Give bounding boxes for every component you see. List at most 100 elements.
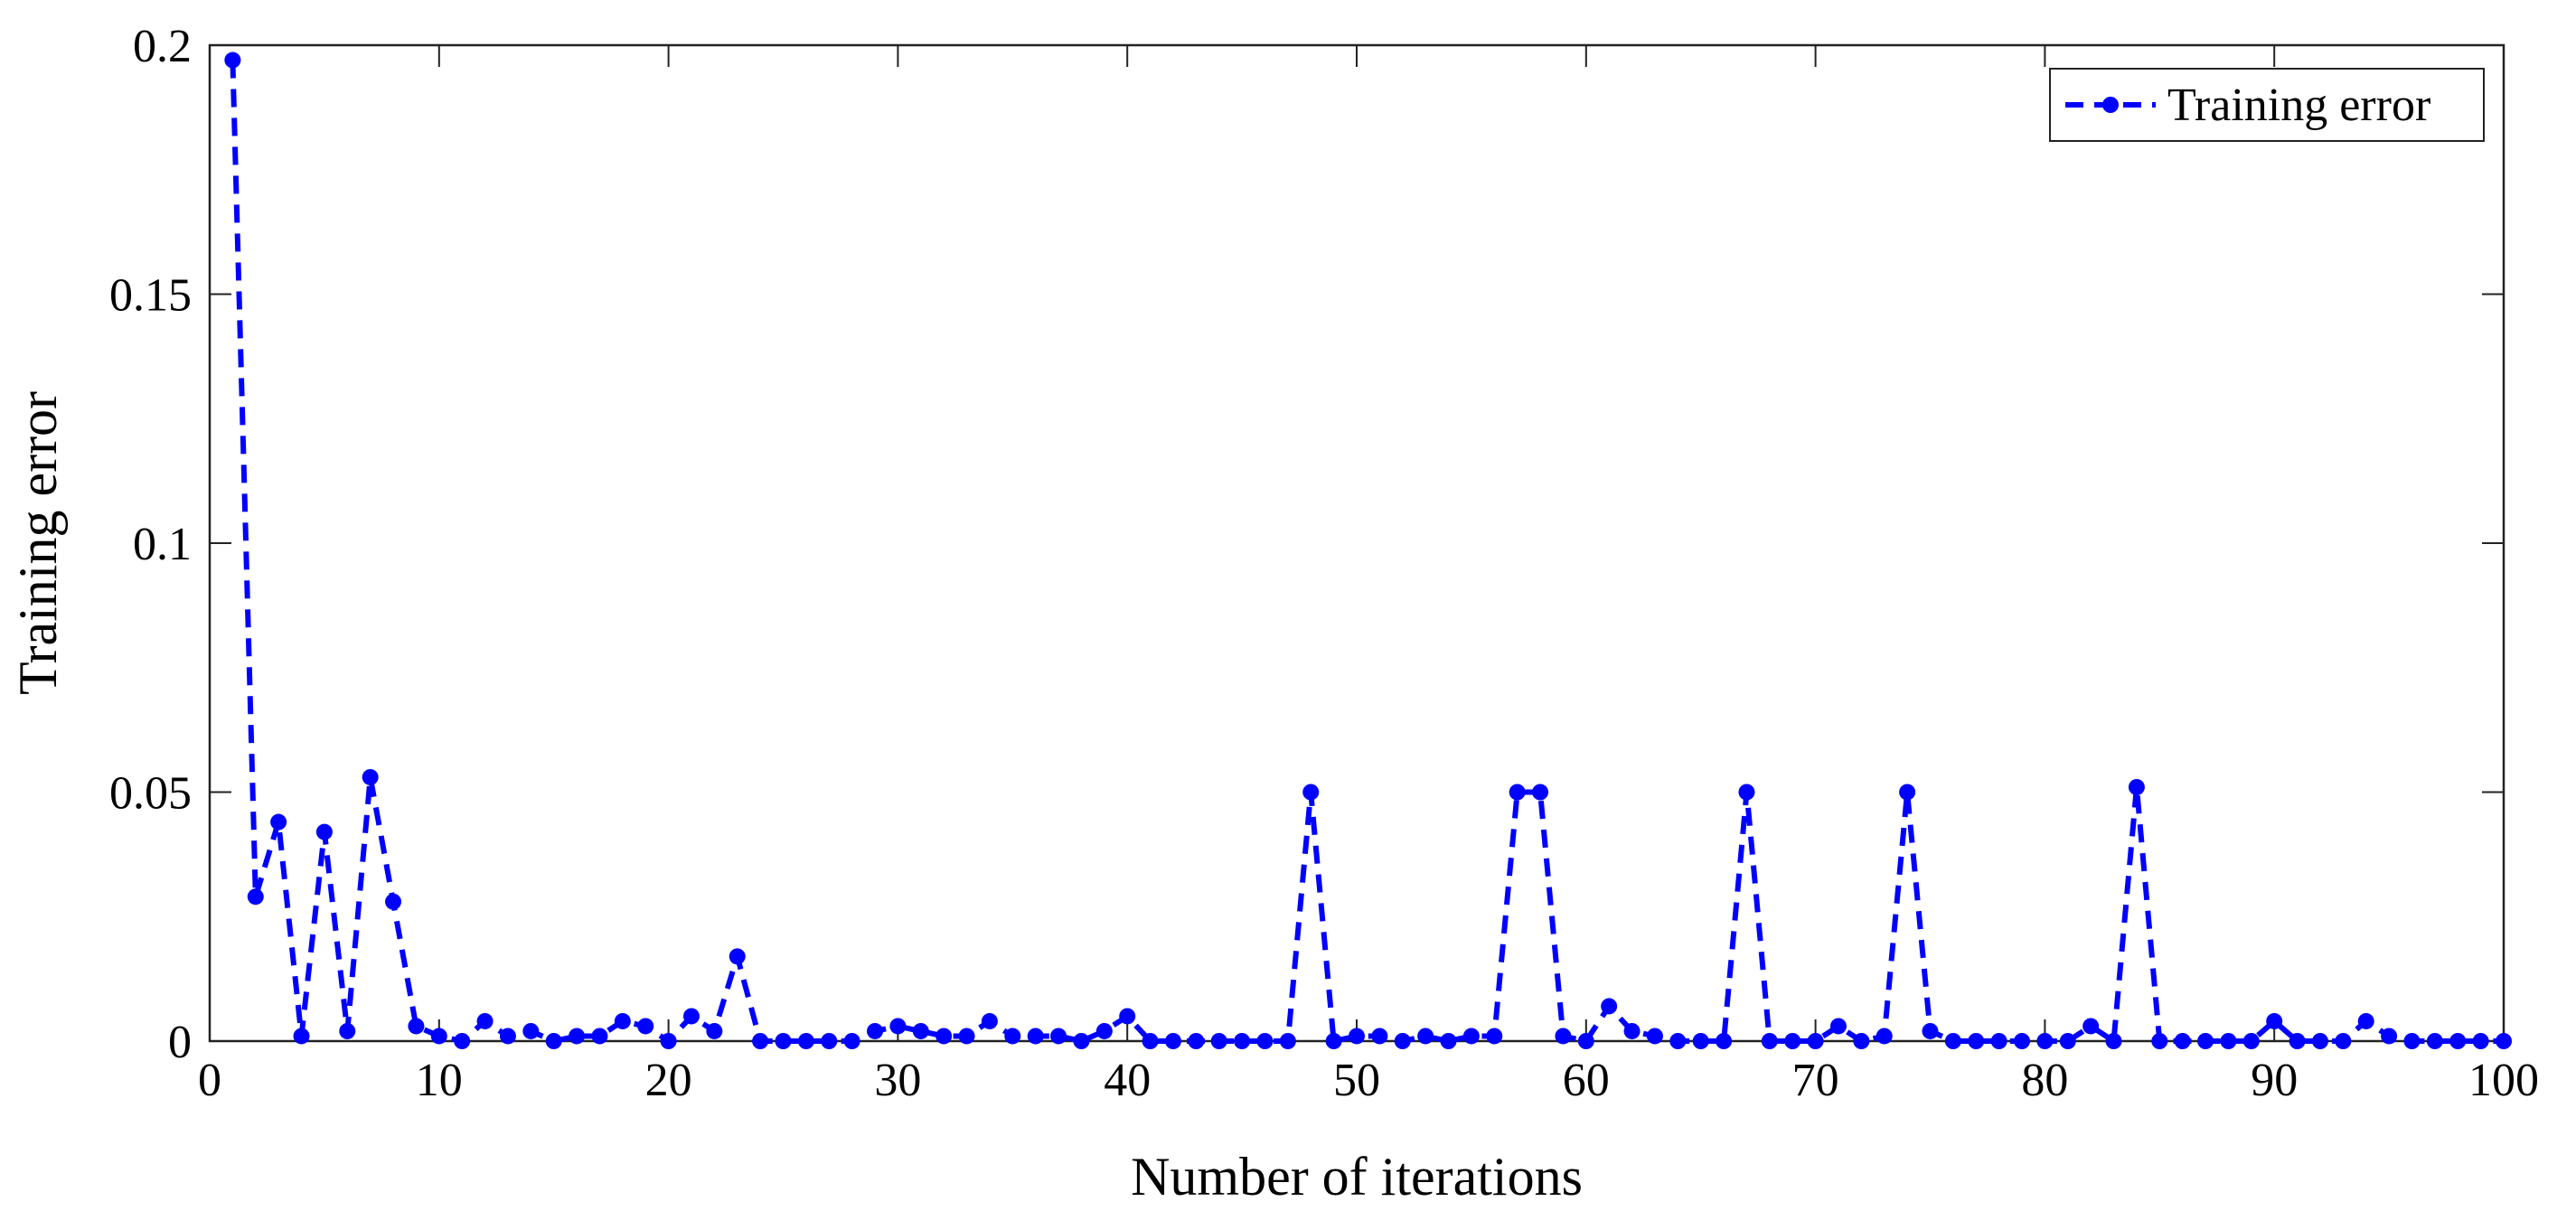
data-point [362, 768, 379, 785]
data-point [1899, 784, 1916, 801]
axis-ticks [209, 44, 2505, 1042]
data-point [1004, 1028, 1021, 1045]
data-point [1509, 784, 1526, 801]
data-point [1601, 998, 1618, 1015]
data-point [1968, 1033, 1985, 1049]
data-point [1944, 1033, 1961, 1049]
data-point [1210, 1033, 1227, 1049]
data-point [2426, 1033, 2443, 1049]
data-point [385, 893, 402, 910]
data-point [2014, 1033, 2031, 1049]
data-point [2105, 1033, 2122, 1049]
data-point [2289, 1033, 2306, 1049]
data-point [1784, 1033, 1801, 1049]
data-point [408, 1018, 425, 1035]
data-point [270, 813, 287, 831]
data-point [775, 1033, 792, 1049]
legend: Training error [2049, 68, 2485, 142]
data-point [1876, 1028, 1893, 1045]
data-point [1371, 1028, 1388, 1045]
data-point [981, 1012, 998, 1029]
data-point [476, 1012, 494, 1029]
y-tick-labels: 0 0.05 0.1 0.15 0.2 [109, 21, 192, 1068]
data-point [293, 1028, 310, 1045]
data-point [2496, 1033, 2512, 1049]
data-point [1922, 1022, 1939, 1039]
data-point [1188, 1033, 1205, 1049]
data-point [1142, 1033, 1159, 1049]
data-point [2357, 1012, 2374, 1029]
data-point [1279, 1033, 1296, 1049]
data-point [1692, 1033, 1709, 1049]
data-point [889, 1018, 907, 1035]
data-point [1349, 1028, 1365, 1045]
legend-box [2049, 68, 2485, 142]
data-point [797, 1033, 814, 1049]
data-point [1256, 1033, 1274, 1049]
data-point [2059, 1033, 2076, 1049]
data-point [1417, 1028, 1434, 1045]
data-point [1577, 1033, 1594, 1049]
data-point [2335, 1033, 2352, 1049]
data-point [614, 1012, 631, 1029]
legend-label: Training error [2167, 80, 2430, 131]
data-point [729, 948, 746, 965]
series-line [230, 60, 2504, 1044]
data-point [1394, 1033, 1411, 1049]
x-tick-label: 90 [2251, 1055, 2298, 1106]
x-axis-title: Number of iterations [1131, 1147, 1583, 1206]
y-tick-label: 0.2 [133, 21, 192, 72]
data-point [1555, 1028, 1572, 1045]
data-point [2472, 1033, 2489, 1049]
data-point [935, 1028, 953, 1045]
data-point [821, 1033, 838, 1049]
y-tick-label: 0 [168, 1017, 192, 1068]
data-point [1646, 1028, 1663, 1045]
y-tick-label: 0.15 [109, 270, 192, 322]
data-point [867, 1022, 884, 1039]
y-tick-label: 0.1 [133, 519, 192, 570]
x-tick-label: 0 [198, 1055, 221, 1106]
data-point [637, 1018, 654, 1035]
data-point [545, 1033, 562, 1049]
data-point [2266, 1012, 2283, 1029]
data-point [912, 1022, 929, 1039]
data-point [339, 1022, 356, 1039]
data-point [2128, 778, 2145, 795]
data-point [1990, 1033, 2007, 1049]
data-point [660, 1033, 677, 1049]
x-tick-label: 60 [1563, 1055, 1610, 1106]
x-tick-label: 80 [2021, 1055, 2068, 1106]
x-tick-label: 50 [1333, 1055, 1380, 1106]
data-point [430, 1028, 447, 1045]
series-layer [224, 52, 2512, 1049]
data-point [224, 52, 241, 69]
x-tick-label: 40 [1104, 1055, 1151, 1106]
data-point [1807, 1033, 1824, 1049]
data-point [1325, 1033, 1342, 1049]
data-point [2197, 1033, 2214, 1049]
data-point [315, 823, 333, 840]
x-tick-label: 10 [416, 1055, 463, 1106]
data-point [1073, 1033, 1090, 1049]
data-point [1050, 1028, 1067, 1045]
data-point [1532, 784, 1549, 801]
data-point [2449, 1033, 2467, 1049]
data-point [2151, 1033, 2168, 1049]
data-point [843, 1033, 860, 1049]
data-point [706, 1022, 723, 1039]
data-point [454, 1033, 471, 1049]
data-point [1623, 1022, 1641, 1039]
data-point [1462, 1028, 1480, 1045]
data-point [1486, 1028, 1503, 1045]
data-point [1669, 1033, 1687, 1049]
data-point [2311, 1033, 2328, 1049]
data-point [1440, 1033, 1457, 1049]
data-point [1829, 1018, 1847, 1035]
y-tick-label: 0.05 [109, 768, 192, 820]
data-point [958, 1028, 975, 1045]
x-tick-label: 100 [2468, 1055, 2539, 1106]
data-point [2381, 1028, 2398, 1045]
data-point [1119, 1008, 1136, 1025]
